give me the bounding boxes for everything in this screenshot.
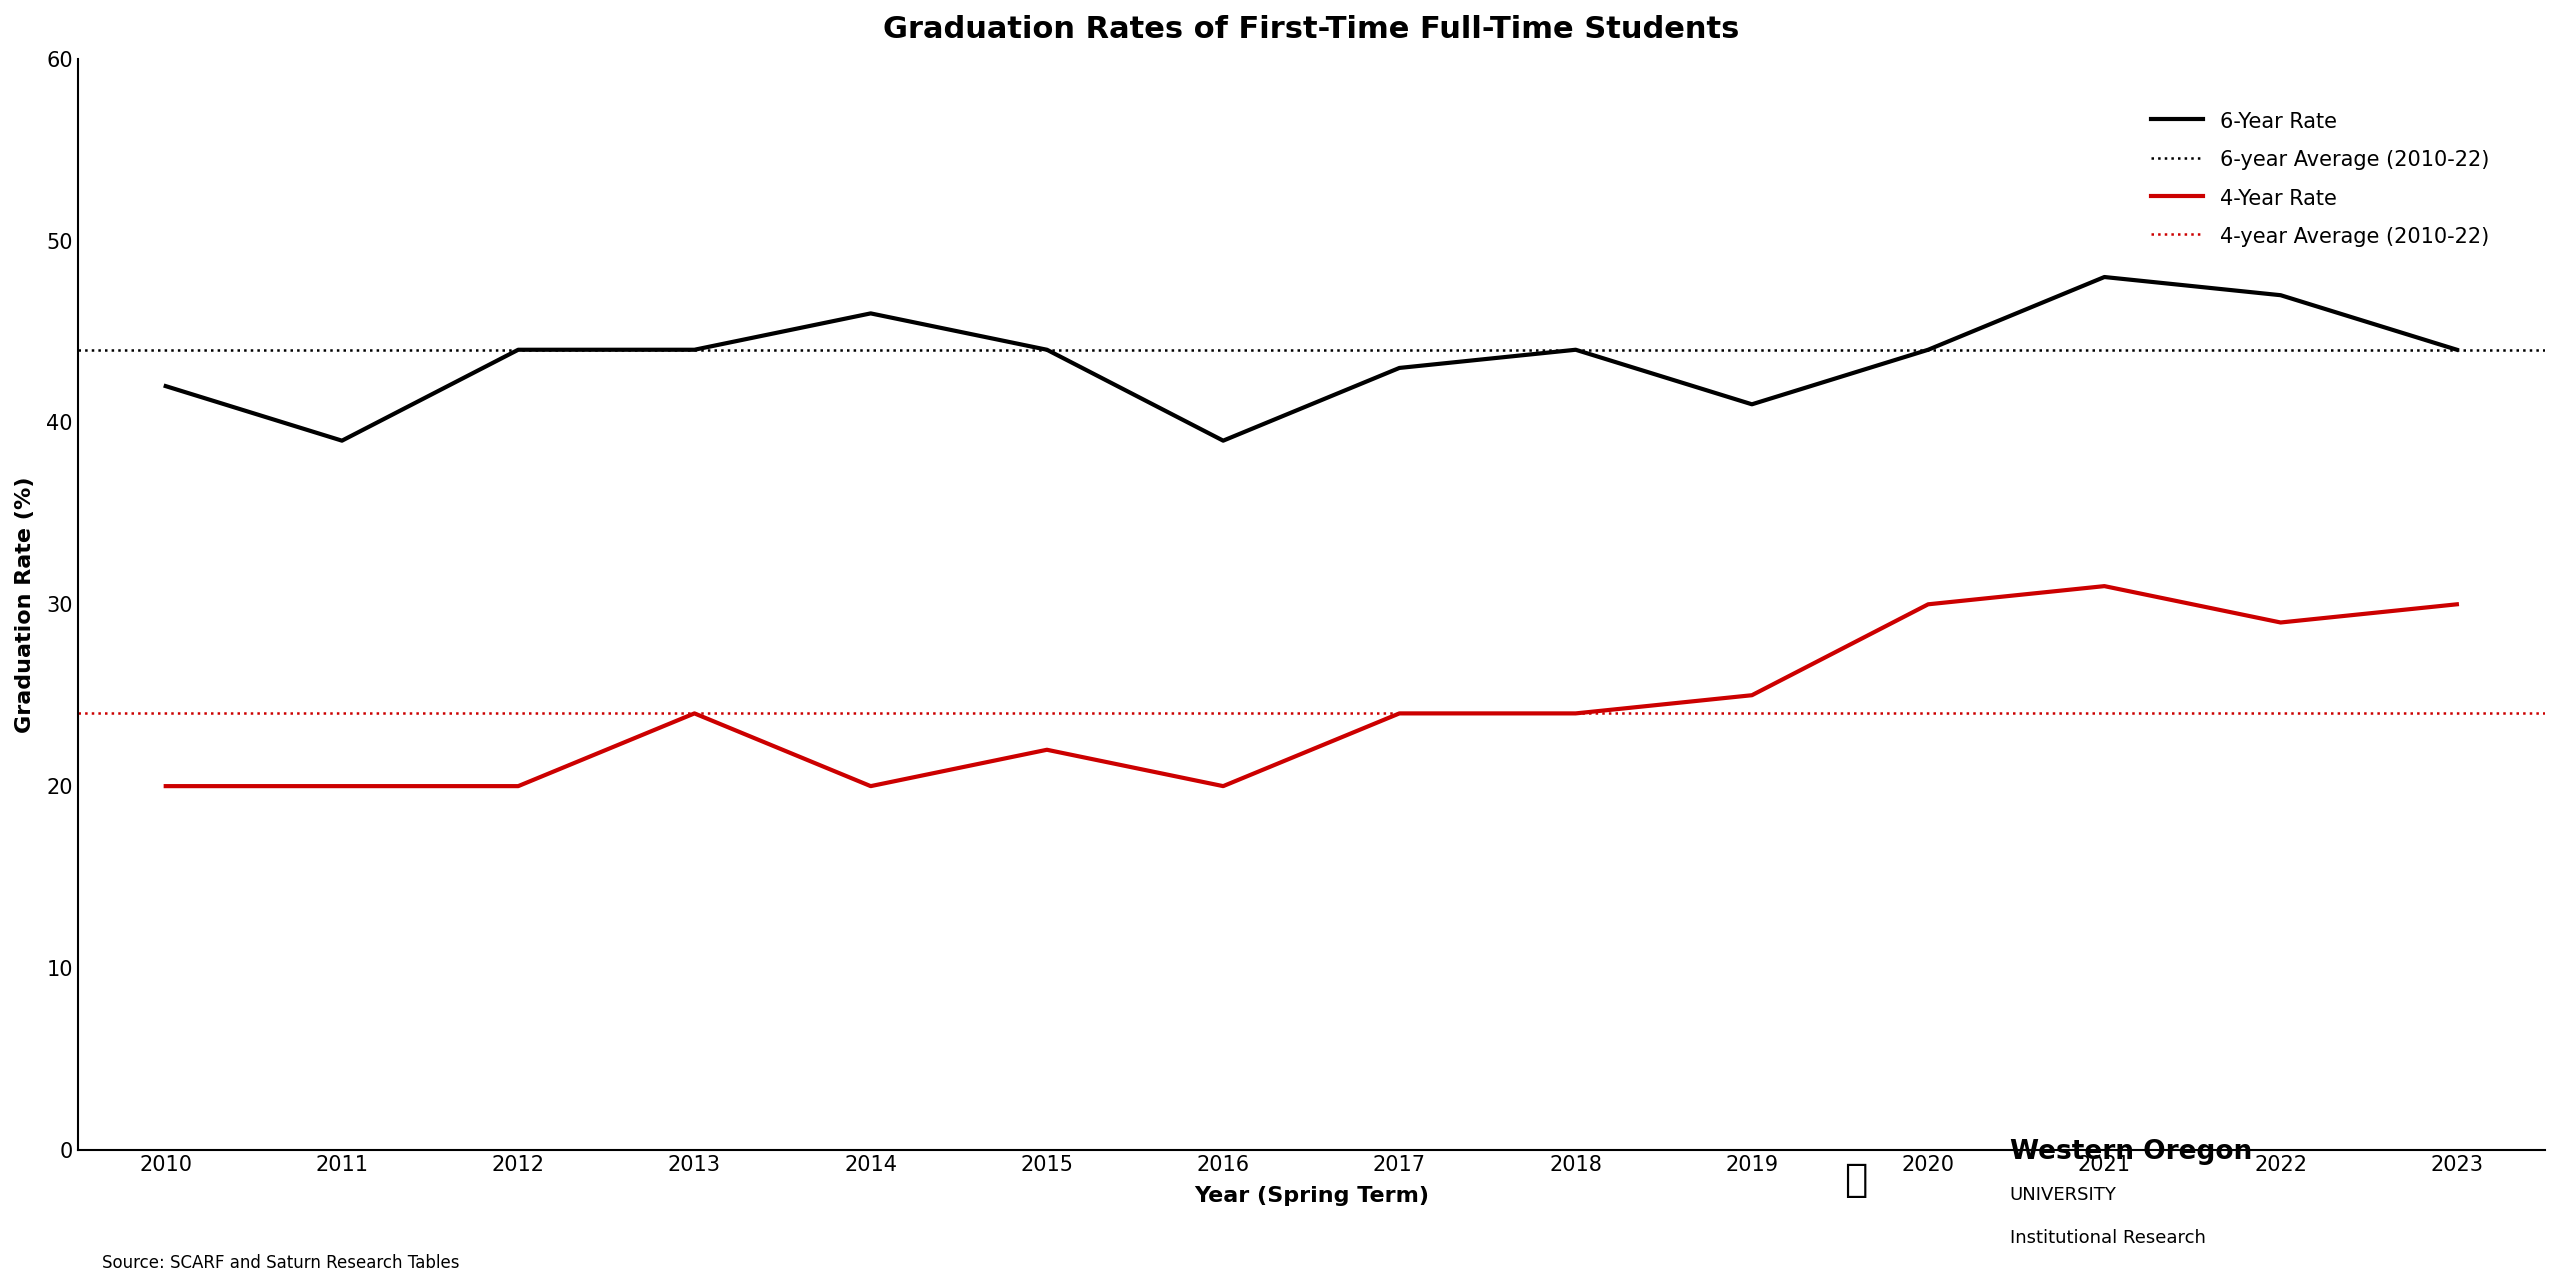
Y-axis label: Graduation Rate (%): Graduation Rate (%) xyxy=(15,475,36,732)
Text: 🔥: 🔥 xyxy=(1843,1160,1869,1199)
Text: UNIVERSITY: UNIVERSITY xyxy=(2010,1186,2117,1204)
X-axis label: Year (Spring Term): Year (Spring Term) xyxy=(1193,1186,1428,1205)
Title: Graduation Rates of First-Time Full-Time Students: Graduation Rates of First-Time Full-Time… xyxy=(883,15,1738,44)
Text: Institutional Research: Institutional Research xyxy=(2010,1230,2207,1248)
Text: Western Oregon: Western Oregon xyxy=(2010,1139,2253,1165)
Legend: 6-Year Rate, 6-year Average (2010-22), 4-Year Rate, 4-year Average (2010-22): 6-Year Rate, 6-year Average (2010-22), 4… xyxy=(2143,102,2499,256)
Text: Source: SCARF and Saturn Research Tables: Source: SCARF and Saturn Research Tables xyxy=(102,1254,461,1272)
